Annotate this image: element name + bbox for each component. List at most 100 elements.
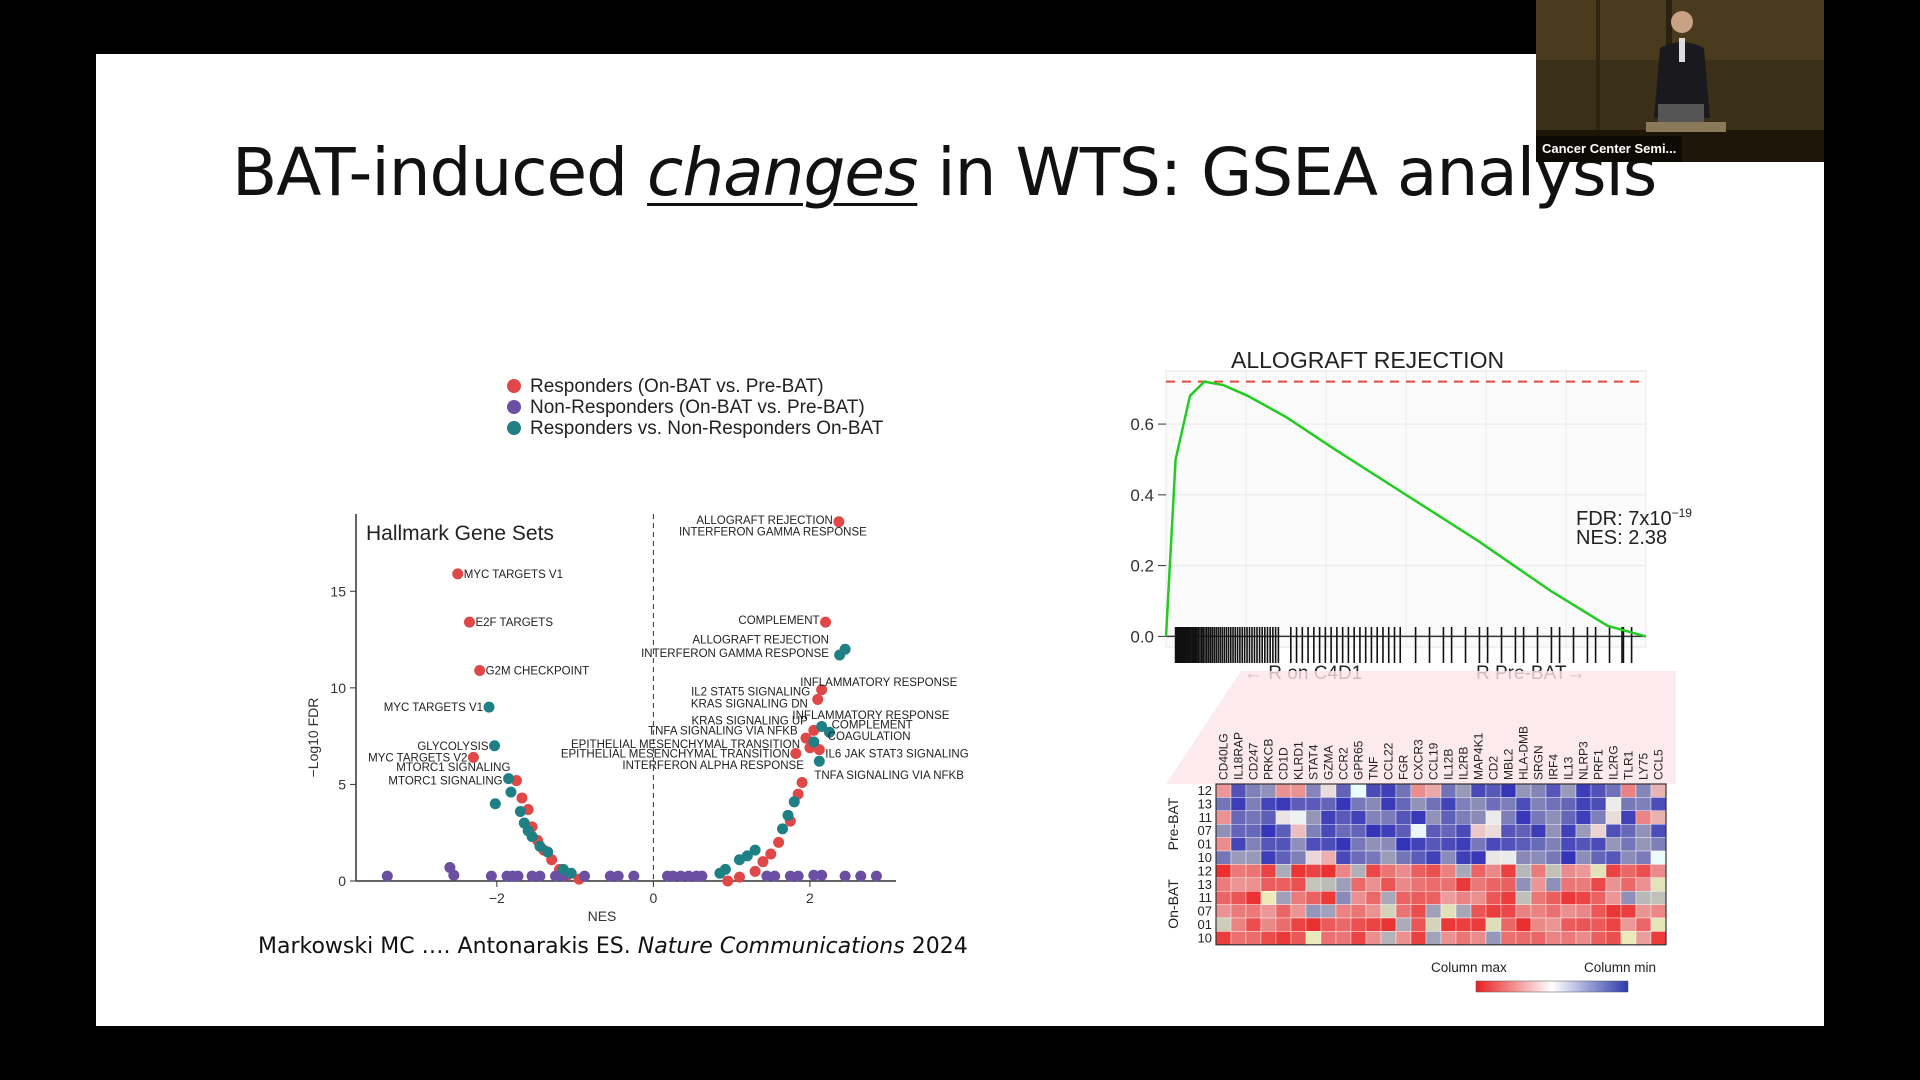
- data-point: [722, 875, 734, 887]
- heatmap-cell: [1455, 864, 1472, 879]
- point-label: INTERFERON GAMMA RESPONSE: [679, 526, 867, 538]
- gene-label: GZMA: [1322, 745, 1336, 780]
- data-point: [485, 870, 497, 882]
- data-point: [816, 684, 828, 696]
- heatmap-cell: [1275, 783, 1292, 798]
- heatmap-cell: [1350, 891, 1367, 905]
- heatmap-cell: [1530, 904, 1547, 919]
- heatmap-cell: [1530, 864, 1547, 879]
- sample-label: 13: [1198, 877, 1212, 892]
- heatmap-cell: [1365, 850, 1382, 865]
- heatmap-cell: [1590, 917, 1607, 932]
- heatmap-cell: [1410, 891, 1427, 905]
- heatmap-cell: [1320, 931, 1337, 946]
- data-point: [452, 568, 464, 580]
- heatmap-cell: [1245, 917, 1262, 932]
- gene-label: IL2RB: [1457, 747, 1471, 780]
- heatmap-cell: [1260, 931, 1277, 946]
- gene-label: SRGN: [1532, 745, 1546, 780]
- heatmap-cell: [1500, 931, 1517, 946]
- zoom-wedge: [1166, 671, 1676, 784]
- heatmap-cell: [1515, 850, 1532, 865]
- heatmap-cell: [1530, 917, 1547, 932]
- heatmap-cell: [1380, 824, 1397, 838]
- y-tick-label: 0: [338, 873, 346, 889]
- heatmap-cell: [1575, 810, 1592, 825]
- heatmap-cell: [1305, 904, 1322, 919]
- data-point: [813, 755, 825, 767]
- heatmap-cell: [1275, 917, 1292, 932]
- heatmap-cell: [1365, 877, 1382, 892]
- data-point: [823, 726, 835, 738]
- legend-label: Responders vs. Non-Responders On-BAT: [530, 418, 884, 439]
- heatmap-cell: [1545, 864, 1562, 879]
- heatmap-cell: [1635, 837, 1652, 852]
- heatmap-cell: [1425, 837, 1442, 852]
- heatmap-cell: [1500, 917, 1517, 932]
- heatmap-cell: [1230, 810, 1247, 825]
- gene-label: CCR2: [1337, 747, 1351, 780]
- heatmap-cell: [1485, 864, 1502, 879]
- heatmap-cell: [1245, 877, 1262, 892]
- heatmap-cell: [1290, 837, 1307, 852]
- heatmap-cell: [1410, 797, 1427, 812]
- legend-marker: [507, 421, 521, 435]
- heatmap-cell: [1350, 837, 1367, 852]
- heatmap-cell: [1425, 783, 1442, 798]
- heatmap-cell: [1305, 917, 1322, 932]
- heatmap-cell: [1350, 797, 1367, 812]
- heatmap-cell: [1425, 810, 1442, 825]
- heatmap-cell: [1365, 931, 1382, 946]
- gene-label: FGR: [1397, 754, 1411, 780]
- heatmap-cell: [1365, 891, 1382, 905]
- gene-label: IRF4: [1547, 754, 1561, 780]
- data-point: [565, 867, 577, 879]
- heatmap-cell: [1245, 783, 1262, 798]
- heatmap-cell: [1650, 917, 1667, 932]
- color-scale-bar: [1475, 980, 1629, 993]
- heatmap-cell: [1320, 891, 1337, 905]
- data-point: [796, 776, 808, 788]
- heatmap-cell: [1410, 931, 1427, 946]
- webcam-thumbnail[interactable]: Cancer Center Semi...: [1536, 0, 1824, 162]
- heatmap-cell: [1485, 810, 1502, 825]
- heatmap-cell: [1590, 810, 1607, 825]
- heatmap-cell: [1545, 904, 1562, 919]
- heatmap-cell: [1305, 877, 1322, 892]
- point-label: E2F TARGETS: [475, 617, 553, 629]
- heatmap-cell: [1650, 797, 1667, 812]
- heatmap-cell: [1515, 810, 1532, 825]
- heatmap-cell: [1635, 877, 1652, 892]
- heatmap-cell: [1455, 783, 1472, 798]
- heatmap-cell: [1320, 797, 1337, 812]
- heatmap-cell: [1230, 877, 1247, 892]
- data-point: [489, 740, 501, 752]
- gene-label: IL13: [1562, 756, 1576, 780]
- heatmap-cell: [1305, 810, 1322, 825]
- heatmap-cell: [1605, 864, 1622, 879]
- heatmap-cell: [1440, 891, 1457, 905]
- heatmap-cell: [1215, 917, 1232, 932]
- data-point: [489, 798, 501, 810]
- heatmap-cell: [1290, 810, 1307, 825]
- data-point: [777, 823, 789, 835]
- heatmap-cell: [1575, 850, 1592, 865]
- gene-label: CCL22: [1382, 742, 1396, 780]
- gene-label: KLRD1: [1292, 741, 1306, 780]
- heatmap-cell: [1470, 917, 1487, 932]
- heatmap-cell: [1485, 837, 1502, 852]
- heatmap-cell: [1395, 917, 1412, 932]
- citation-journal: Nature Communications: [637, 934, 905, 959]
- data-point: [820, 616, 832, 628]
- gene-label: TNF: [1367, 757, 1381, 780]
- data-point: [604, 870, 616, 882]
- sample-label: 13: [1198, 796, 1212, 811]
- heatmap-cell: [1650, 864, 1667, 879]
- heatmap-cell: [1485, 904, 1502, 919]
- sample-label: 07: [1198, 823, 1212, 838]
- point-label: MYC TARGETS V1: [384, 702, 483, 714]
- data-point: [855, 870, 867, 882]
- data-point: [765, 848, 777, 860]
- heatmap-cell: [1365, 810, 1382, 825]
- heatmap-cell: [1470, 810, 1487, 825]
